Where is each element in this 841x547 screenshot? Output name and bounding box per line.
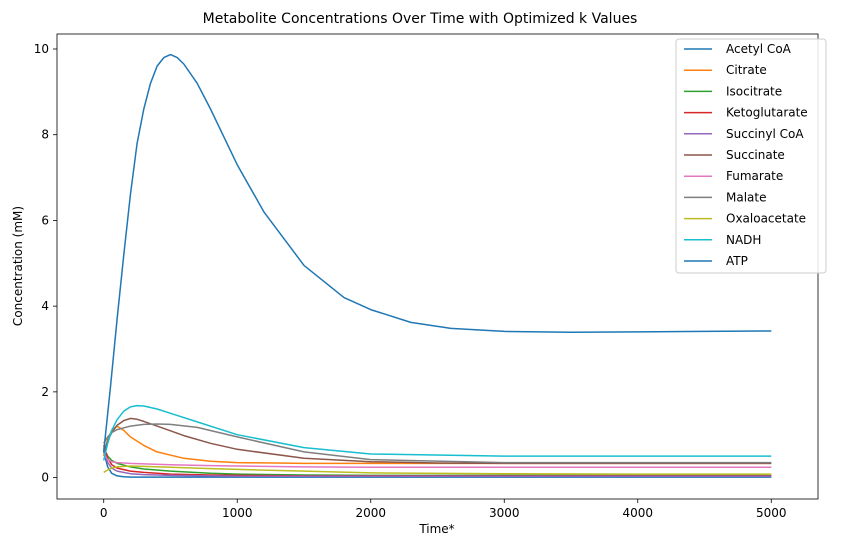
x-axis-label: Time* [418, 522, 454, 536]
x-tick-label: 0 [100, 506, 108, 520]
x-tick-label: 5000 [756, 506, 787, 520]
legend-label: Isocitrate [726, 84, 782, 98]
legend-label: Succinyl CoA [726, 127, 804, 141]
chart-title: Metabolite Concentrations Over Time with… [203, 11, 638, 27]
legend-label: Malate [726, 190, 766, 204]
legend: Acetyl CoA Citrate Isocitrate Ketoglutarate… [675, 38, 827, 274]
y-tick-label: 6 [41, 213, 49, 227]
x-tick-label: 3000 [489, 506, 520, 520]
y-tick-label: 10 [34, 42, 49, 56]
x-tick-label: 4000 [622, 506, 653, 520]
legend-label: Oxaloacetate [726, 212, 806, 226]
series-line-oxaloacetate [103, 465, 772, 475]
y-tick-label: 4 [41, 299, 49, 313]
x-axis: 0 1000 2000 3000 4000 5000 [100, 499, 787, 520]
series-lines [102, 53, 772, 478]
legend-label: Succinate [726, 148, 785, 162]
series-line-malate [103, 423, 772, 464]
series-line-fumarate [103, 453, 772, 469]
legend-box [675, 38, 827, 274]
series-line-acetyl-coa [102, 451, 772, 478]
legend-label: Fumarate [726, 169, 783, 183]
series-line-succinate [102, 417, 772, 465]
legend-label: NADH [726, 233, 761, 247]
y-tick-label: 0 [41, 471, 49, 485]
legend-label: Citrate [726, 63, 767, 77]
y-tick-label: 2 [41, 385, 49, 399]
y-axis: 0 2 4 6 8 10 [34, 42, 57, 485]
x-tick-label: 1000 [222, 506, 253, 520]
series-line-nadh [102, 404, 772, 461]
plot-area [102, 53, 772, 478]
x-tick-label: 2000 [355, 506, 386, 520]
legend-label: ATP [726, 254, 748, 268]
series-line-atp [102, 53, 772, 452]
legend-label: Ketoglutarate [726, 106, 808, 120]
legend-label: Acetyl CoA [726, 42, 792, 56]
y-tick-label: 8 [41, 128, 49, 142]
y-axis-label: Concentration (mM) [11, 206, 25, 326]
